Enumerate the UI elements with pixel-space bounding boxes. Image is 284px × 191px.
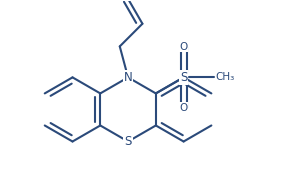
- Text: S: S: [180, 71, 187, 84]
- Text: S: S: [124, 135, 132, 148]
- Text: N: N: [124, 71, 132, 84]
- Text: O: O: [179, 42, 188, 52]
- Text: CH₃: CH₃: [216, 72, 235, 82]
- Text: O: O: [179, 103, 188, 113]
